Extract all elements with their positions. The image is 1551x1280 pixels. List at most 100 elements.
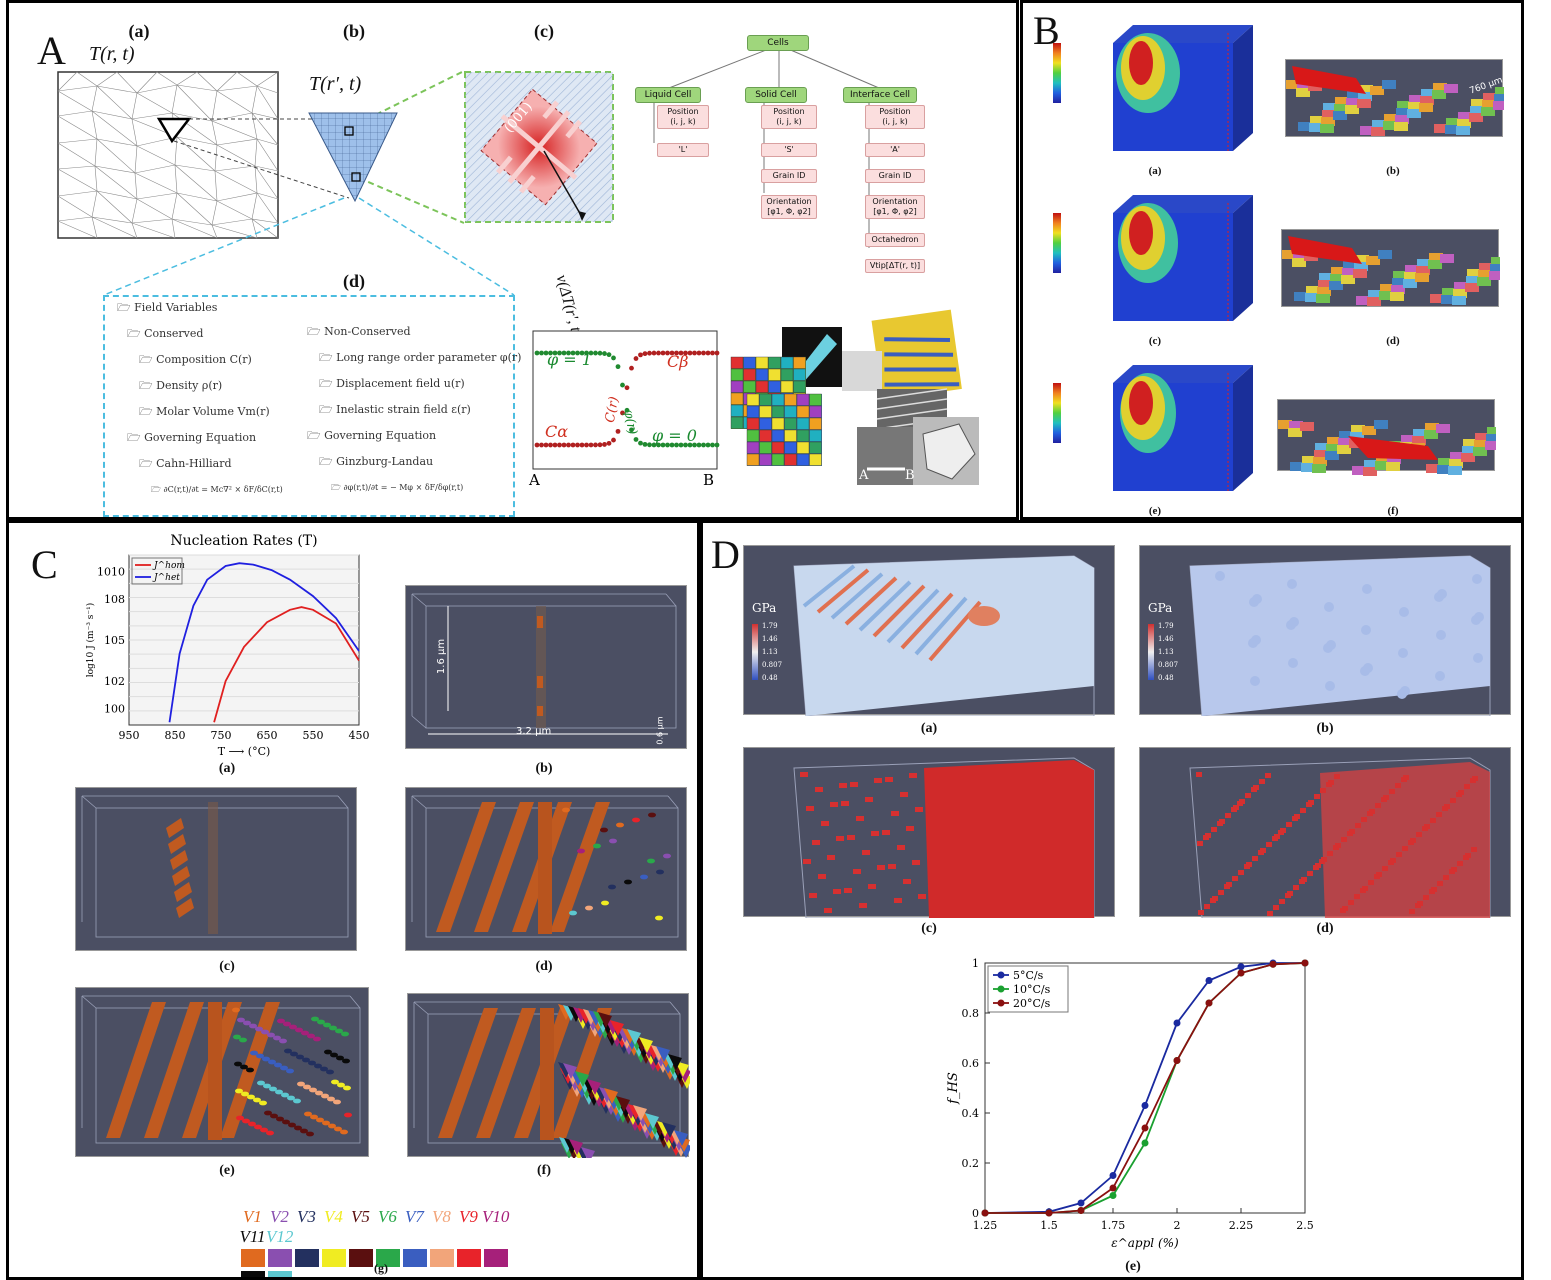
hs-particle bbox=[885, 777, 893, 782]
hs-particle bbox=[1204, 904, 1210, 909]
order-parameter-point bbox=[642, 441, 648, 447]
nucleus bbox=[254, 1124, 262, 1130]
panel-a-label: A bbox=[37, 28, 66, 73]
grain bbox=[809, 441, 822, 454]
hs-particle bbox=[1328, 780, 1334, 785]
grain bbox=[1312, 464, 1326, 473]
concentration-point bbox=[647, 350, 652, 356]
gpa-tick: 0.48 bbox=[1158, 674, 1174, 682]
order-parameter-point bbox=[534, 350, 540, 356]
nucleus bbox=[648, 812, 656, 818]
cell-attribute-box: Orientation [φ1, Φ, φ2] bbox=[865, 195, 925, 219]
variant-swatch bbox=[267, 1271, 292, 1277]
micro-c-f bbox=[407, 993, 693, 1163]
variant-swatch bbox=[456, 1249, 481, 1267]
nucleus bbox=[330, 1052, 338, 1058]
grain bbox=[1392, 278, 1406, 287]
order-parameter-point bbox=[557, 350, 562, 356]
grain bbox=[809, 429, 822, 442]
variant-legend: V1 V2 V3 V4 V5 V6 V7 V8 V9 V10 V11V12 bbox=[239, 1207, 529, 1277]
grain bbox=[1345, 105, 1359, 114]
nucleus bbox=[232, 1007, 240, 1013]
grain bbox=[1471, 99, 1485, 108]
hs-particle bbox=[1402, 846, 1408, 851]
grain bbox=[1300, 422, 1314, 431]
grain bbox=[1462, 446, 1476, 455]
triangle-grid bbox=[308, 112, 398, 203]
data-point bbox=[1301, 959, 1309, 967]
nucleus bbox=[267, 1032, 275, 1038]
sub-c-g: (g) bbox=[374, 1261, 388, 1275]
grain bbox=[1289, 421, 1303, 430]
nucleus bbox=[243, 1020, 251, 1026]
grain bbox=[1407, 109, 1421, 118]
grain bbox=[771, 429, 785, 442]
variant-grain bbox=[656, 1046, 670, 1062]
chart-title: Nucleation Rates (T) bbox=[170, 533, 317, 549]
x-tick-label: 2 bbox=[1174, 1219, 1181, 1232]
height-dimension: 1.6 μm bbox=[436, 638, 448, 675]
grain bbox=[796, 429, 810, 442]
grain bbox=[1282, 250, 1296, 259]
nucleus bbox=[277, 1018, 285, 1024]
hs-particle bbox=[871, 831, 879, 836]
concentration-point bbox=[557, 442, 562, 448]
grain bbox=[771, 405, 785, 418]
nucleus bbox=[290, 1051, 298, 1057]
hs-particle bbox=[1253, 785, 1259, 790]
grain bbox=[1461, 453, 1475, 462]
order-parameter-point bbox=[552, 350, 558, 356]
martensite-plate bbox=[476, 1008, 536, 1138]
grain bbox=[1326, 444, 1340, 453]
concentration-point bbox=[566, 442, 571, 448]
sub-b-right: (d) bbox=[1386, 335, 1400, 347]
gpa-colorbar bbox=[1148, 624, 1154, 680]
variant-label: V11 bbox=[239, 1227, 266, 1246]
order-parameter-point bbox=[548, 350, 553, 356]
hs-particle bbox=[830, 802, 838, 807]
hs-particle bbox=[1424, 824, 1430, 829]
nucleus bbox=[608, 884, 616, 890]
martensite-plate bbox=[436, 802, 496, 932]
stress-band bbox=[858, 580, 912, 632]
nucleus bbox=[170, 850, 188, 870]
gpa-tick: 1.13 bbox=[1158, 648, 1174, 656]
thermal-sim-1 bbox=[1043, 183, 1273, 333]
stress-speck bbox=[1360, 666, 1370, 676]
grain bbox=[793, 380, 806, 393]
nucleus bbox=[241, 1091, 249, 1097]
y-tick-label: 0 bbox=[972, 1207, 979, 1220]
nucleus bbox=[609, 838, 617, 844]
gpa-tick: 1.46 bbox=[1158, 635, 1174, 643]
hs-particle bbox=[1341, 837, 1347, 842]
hs-particle bbox=[1450, 798, 1456, 803]
order-parameter-point bbox=[696, 442, 702, 448]
grain bbox=[1367, 297, 1381, 306]
variant-swatch bbox=[375, 1249, 400, 1267]
grain bbox=[730, 404, 744, 417]
grain bbox=[1358, 92, 1372, 101]
grain bbox=[796, 441, 810, 454]
hs-particle bbox=[1279, 899, 1285, 904]
hs-particle bbox=[1369, 809, 1375, 814]
hs-particle bbox=[815, 787, 823, 792]
c-r-label: C(r) bbox=[603, 395, 622, 424]
block-side bbox=[1233, 195, 1253, 321]
grain bbox=[1456, 126, 1470, 135]
sub-d-d: (d) bbox=[1316, 921, 1334, 936]
grain bbox=[1355, 255, 1369, 264]
nucleus bbox=[342, 1058, 350, 1064]
y-tick-label: 1 bbox=[972, 957, 979, 970]
nucleus bbox=[313, 1036, 321, 1042]
nucleus bbox=[172, 866, 190, 886]
grain bbox=[1419, 103, 1433, 112]
variant-grain bbox=[598, 1012, 612, 1028]
phase-profile-plot: φ = 1 Cβ Cα φ = 0 C(r) φ(r) A B bbox=[528, 330, 720, 487]
hs-particle bbox=[824, 908, 832, 913]
fe-mesh bbox=[57, 71, 279, 239]
nucleus bbox=[341, 1031, 349, 1037]
concentration-point bbox=[674, 350, 679, 356]
nucleus bbox=[335, 1028, 343, 1034]
cell-attribute-box: Position (i, j, k) bbox=[761, 105, 817, 129]
hs-particle bbox=[1389, 789, 1395, 794]
